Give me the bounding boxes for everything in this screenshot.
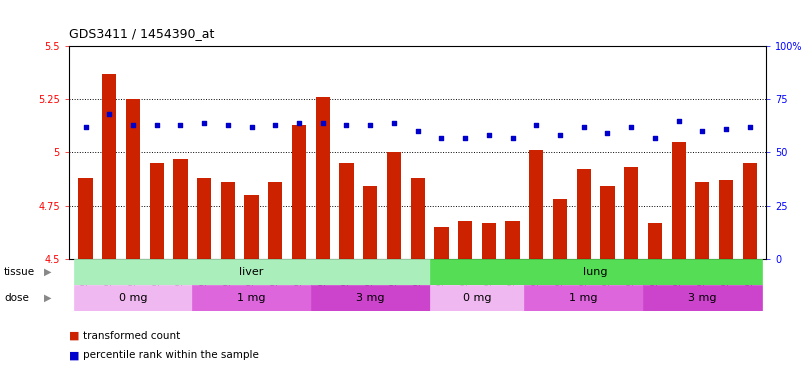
- Bar: [430, 285, 525, 311]
- Point: [268, 122, 281, 128]
- Bar: [315, 97, 330, 259]
- Point: [672, 118, 685, 124]
- Bar: [387, 152, 401, 259]
- Bar: [482, 223, 496, 259]
- Point: [293, 119, 306, 126]
- Bar: [221, 182, 235, 259]
- Text: ■: ■: [69, 331, 79, 341]
- Point: [221, 122, 234, 128]
- Bar: [244, 195, 259, 259]
- Text: GDS3411 / 1454390_at: GDS3411 / 1454390_at: [69, 27, 214, 40]
- Point: [744, 124, 757, 130]
- Bar: [505, 220, 520, 259]
- Text: liver: liver: [239, 267, 264, 277]
- Text: 0 mg: 0 mg: [463, 293, 491, 303]
- Point: [79, 124, 92, 130]
- Point: [577, 124, 590, 130]
- Point: [696, 128, 709, 134]
- Bar: [434, 227, 448, 259]
- Text: transformed count: transformed count: [83, 331, 180, 341]
- Point: [316, 119, 329, 126]
- Bar: [525, 285, 643, 311]
- Text: ▶: ▶: [44, 293, 51, 303]
- Point: [363, 122, 376, 128]
- Bar: [430, 259, 762, 285]
- Bar: [79, 178, 92, 259]
- Text: ■: ■: [69, 350, 79, 360]
- Point: [530, 122, 543, 128]
- Bar: [643, 285, 762, 311]
- Point: [601, 130, 614, 136]
- Bar: [577, 169, 591, 259]
- Text: 3 mg: 3 mg: [688, 293, 717, 303]
- Point: [506, 134, 519, 141]
- Bar: [311, 285, 430, 311]
- Bar: [743, 163, 757, 259]
- Text: 0 mg: 0 mg: [118, 293, 148, 303]
- Point: [649, 134, 662, 141]
- Text: percentile rank within the sample: percentile rank within the sample: [83, 350, 259, 360]
- Bar: [695, 182, 710, 259]
- Text: tissue: tissue: [4, 267, 35, 277]
- Bar: [74, 259, 430, 285]
- Point: [719, 126, 732, 132]
- Bar: [74, 285, 192, 311]
- Bar: [192, 285, 311, 311]
- Bar: [363, 187, 377, 259]
- Bar: [126, 99, 140, 259]
- Bar: [174, 159, 187, 259]
- Bar: [458, 220, 472, 259]
- Bar: [339, 163, 354, 259]
- Point: [483, 132, 496, 139]
- Text: ▶: ▶: [44, 267, 51, 277]
- Bar: [624, 167, 638, 259]
- Bar: [648, 223, 662, 259]
- Point: [340, 122, 353, 128]
- Bar: [553, 199, 567, 259]
- Point: [388, 119, 401, 126]
- Bar: [672, 142, 686, 259]
- Point: [554, 132, 567, 139]
- Point: [411, 128, 424, 134]
- Text: lung: lung: [583, 267, 607, 277]
- Bar: [197, 178, 212, 259]
- Point: [198, 119, 211, 126]
- Bar: [149, 163, 164, 259]
- Text: dose: dose: [4, 293, 29, 303]
- Bar: [102, 74, 117, 259]
- Bar: [600, 187, 615, 259]
- Point: [174, 122, 187, 128]
- Point: [435, 134, 448, 141]
- Bar: [529, 150, 543, 259]
- Bar: [719, 180, 733, 259]
- Bar: [292, 125, 307, 259]
- Point: [459, 134, 472, 141]
- Bar: [410, 178, 425, 259]
- Point: [245, 124, 258, 130]
- Point: [150, 122, 163, 128]
- Text: 1 mg: 1 mg: [569, 293, 598, 303]
- Point: [127, 122, 139, 128]
- Point: [103, 111, 116, 117]
- Point: [624, 124, 637, 130]
- Text: 3 mg: 3 mg: [356, 293, 384, 303]
- Bar: [268, 182, 282, 259]
- Text: 1 mg: 1 mg: [238, 293, 266, 303]
